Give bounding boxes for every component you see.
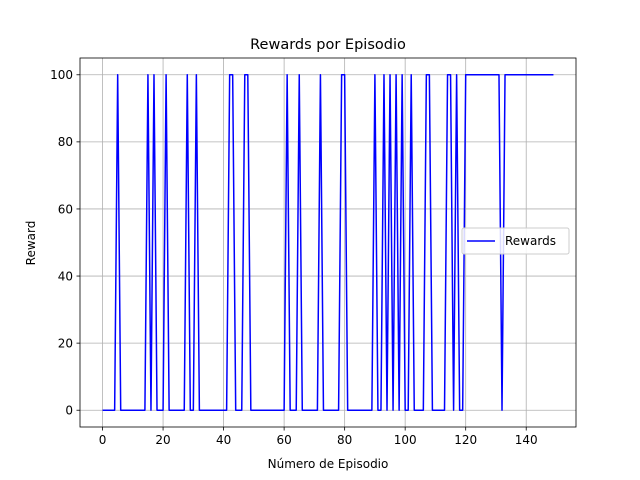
y-tick-label: 20 — [58, 336, 73, 350]
x-axis-label: Número de Episodio — [268, 457, 389, 471]
x-tick-label: 120 — [454, 433, 477, 447]
y-tick-label: 100 — [50, 68, 73, 82]
plot-frame — [79, 57, 577, 428]
series-line-rewards — [102, 74, 554, 411]
legend: Rewards — [461, 227, 570, 255]
y-tick-label: 0 — [65, 404, 73, 418]
x-tick-label: 80 — [337, 433, 352, 447]
y-ticks: 0 20 40 60 80 100 — [50, 68, 80, 418]
x-tick-label: 140 — [515, 433, 538, 447]
x-tick-label: 0 — [99, 433, 107, 447]
x-ticks: 0 20 40 60 80 100 120 140 — [99, 427, 538, 447]
y-axis-label: Reward — [24, 221, 38, 266]
chart-title: Rewards por Episodio — [250, 37, 406, 53]
legend-box — [461, 227, 570, 255]
y-tick-label: 40 — [58, 269, 73, 283]
series-layer — [102, 74, 554, 411]
x-tick-label: 100 — [394, 433, 417, 447]
legend-label-rewards: Rewards — [505, 234, 556, 248]
x-tick-label: 20 — [155, 433, 170, 447]
x-tick-label: 60 — [276, 433, 291, 447]
y-tick-label: 80 — [58, 135, 73, 149]
y-tick-label: 60 — [58, 202, 73, 216]
x-tick-label: 40 — [216, 433, 231, 447]
